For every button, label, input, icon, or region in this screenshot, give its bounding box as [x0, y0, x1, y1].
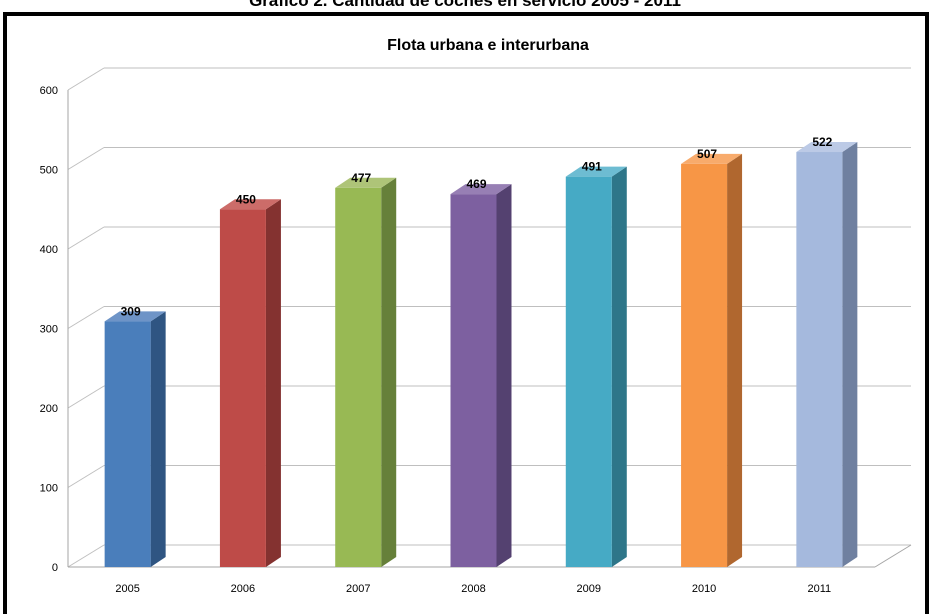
bar-2008	[450, 184, 512, 567]
data-label-2008: 469	[466, 177, 486, 191]
bar-top	[450, 184, 512, 195]
y-tick-label: 100	[40, 483, 58, 495]
bar-side	[150, 311, 166, 567]
bar-2009	[565, 166, 627, 567]
bar-front	[450, 194, 497, 567]
bar-front	[335, 187, 382, 567]
bar-front	[796, 152, 843, 567]
gridline-depth-100	[67, 465, 105, 488]
y-tick-label: 400	[40, 244, 58, 256]
bar-side	[842, 142, 858, 567]
chart-title: Flota urbana e interurbana	[387, 37, 589, 54]
gridline-depth-500	[67, 147, 105, 170]
bar-top	[219, 199, 281, 210]
bar-2007	[335, 177, 397, 567]
x-tick-label-2005: 2005	[115, 583, 139, 595]
labels: 309 2005 450 2006 477 2007 469 2008 491 2009 507 20…	[115, 135, 832, 595]
data-label-2005: 309	[121, 304, 141, 318]
x-tick-label-2008: 2008	[461, 583, 485, 595]
floor-edge	[874, 544, 912, 568]
gridline-depth-300	[67, 306, 105, 329]
data-label-2010: 507	[697, 147, 717, 161]
bar-2010	[681, 153, 743, 567]
gridline-depth-600	[67, 67, 105, 91]
y-tick-label: 200	[40, 403, 58, 415]
bar-top	[565, 166, 627, 177]
bar-front	[104, 321, 151, 567]
gridline-depth-400	[67, 226, 105, 250]
x-tick-label-2011: 2011	[808, 583, 832, 595]
data-label-2006: 450	[236, 192, 256, 206]
y-tick-label: 0	[52, 562, 58, 574]
x-tick-label-2007: 2007	[346, 583, 370, 595]
bar-side	[611, 166, 627, 567]
data-label-2009: 491	[582, 160, 602, 174]
bar-front	[681, 163, 728, 567]
x-tick-label-2006: 2006	[231, 583, 255, 595]
bar-top	[335, 177, 397, 188]
gridline-depth-200	[67, 385, 105, 409]
bar-front	[565, 176, 612, 567]
x-tick-label-2009: 2009	[577, 583, 601, 595]
bar-front	[219, 209, 266, 567]
gridline-depth-0	[67, 544, 105, 568]
y-tick-label: 500	[40, 165, 58, 177]
bar-top	[681, 153, 743, 164]
y-tick-label: 600	[40, 85, 58, 97]
bar-2011	[796, 142, 858, 567]
bars	[104, 142, 858, 567]
bar-2006	[219, 199, 281, 567]
data-label-2011: 522	[812, 135, 832, 149]
bar-side	[381, 177, 397, 567]
bar-side	[727, 153, 743, 567]
bar-2005	[104, 311, 166, 567]
bar-top	[796, 142, 858, 153]
bar-side	[496, 184, 512, 567]
document-title: Gráfico 2. Cantidad de coches en servici…	[249, 0, 681, 10]
bar-top	[104, 311, 166, 322]
data-label-2007: 477	[351, 171, 371, 185]
bar-side	[265, 199, 281, 567]
x-tick-label-2010: 2010	[692, 583, 716, 595]
y-tick-label: 300	[40, 324, 58, 336]
